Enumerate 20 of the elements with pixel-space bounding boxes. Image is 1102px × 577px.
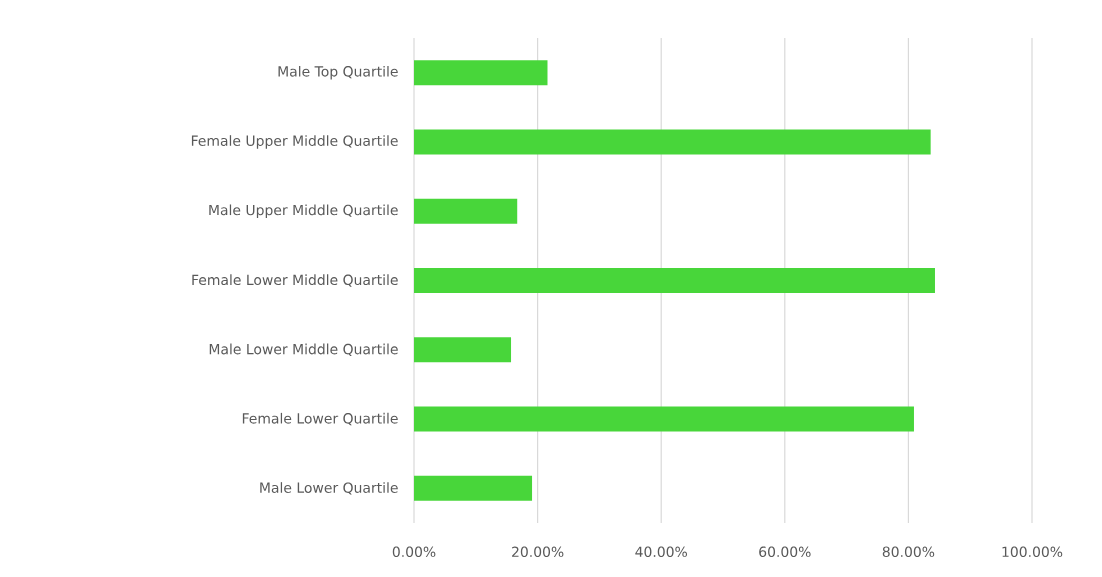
x-tick-label: 40.00% [635,546,688,558]
y-tick-label: Male Upper Middle Quartile [209,204,398,218]
bar [414,129,931,155]
x-tick-label: 60.00% [759,546,811,558]
y-tick-label: Female Lower Middle Quartile [192,274,398,287]
y-tick-label: Male Lower Quartile [260,482,398,495]
bar [414,60,548,86]
x-tick-label: 20.00% [512,546,564,558]
y-tick-label: Male Lower Middle Quartile [209,343,398,356]
x-tick-label: 100.00% [1002,546,1063,558]
bar [414,475,533,501]
y-tick-label: Male Top Quartile [278,65,398,80]
bar [414,267,935,293]
x-tick-label: 0.00% [392,546,436,558]
y-tick-label: Female Lower Quartile [242,412,398,426]
y-tick-label: Female Upper Middle Quartile [191,135,398,149]
bar [414,337,512,363]
bar [414,198,518,224]
bar [414,406,914,432]
x-tick-label: 80.00% [882,546,935,558]
